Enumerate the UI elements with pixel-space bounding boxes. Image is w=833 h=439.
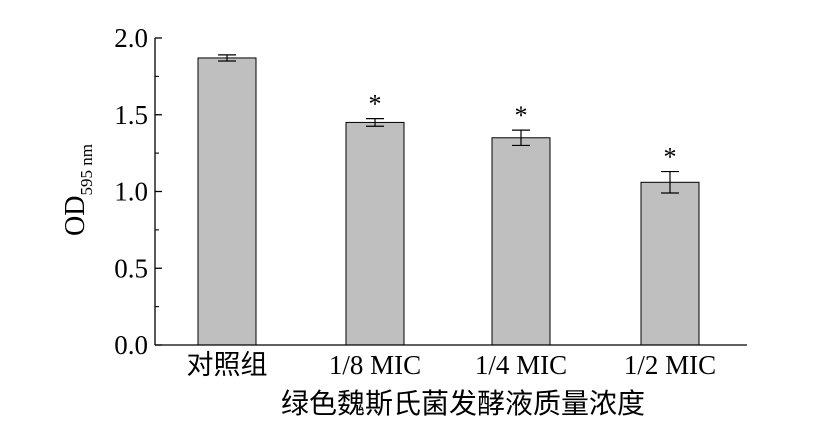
- x-tick-label-2: 1/4 MIC: [475, 350, 567, 380]
- significance-marker-2: *: [515, 101, 528, 130]
- error-bar-3: [661, 170, 679, 194]
- y-axis-title: OD595 nm: [60, 144, 96, 236]
- y-tick-label-0: 0.0: [114, 330, 148, 360]
- x-tick-label-1: 1/8 MIC: [329, 350, 421, 380]
- y-axis-title-main: OD: [60, 196, 91, 236]
- significance-marker-3: *: [664, 143, 677, 172]
- y-tick-label-4: 2.0: [114, 23, 148, 53]
- bar-2: [491, 137, 551, 346]
- x-axis: 对照组 1/8 MIC 1/4 MIC 1/2 MIC: [155, 344, 747, 380]
- y-tick-label-2: 1.0: [114, 177, 148, 207]
- x-tick-label-3: 1/2 MIC: [624, 350, 716, 380]
- y-tick-label-1: 0.5: [114, 253, 148, 283]
- significance-markers-group: * * *: [369, 90, 677, 172]
- y-axis-title-subscript: 595 nm: [77, 144, 96, 195]
- bar-3: [640, 181, 700, 346]
- error-bar-1: [366, 117, 384, 127]
- y-axis: 0.0 0.5 1.0 1.5 2.0: [114, 23, 162, 360]
- bars-group: [197, 57, 700, 346]
- bar-0: [197, 57, 257, 346]
- x-axis-title: 绿色魏斯氏菌发酵液质量浓度: [281, 388, 645, 420]
- significance-marker-1: *: [369, 90, 382, 119]
- error-bars-group: [218, 54, 679, 194]
- bar-1: [345, 121, 405, 346]
- error-bar-0: [218, 54, 236, 62]
- y-tick-label-3: 1.5: [114, 100, 148, 130]
- error-bar-2: [512, 129, 530, 147]
- x-tick-label-0: 对照组: [187, 350, 268, 380]
